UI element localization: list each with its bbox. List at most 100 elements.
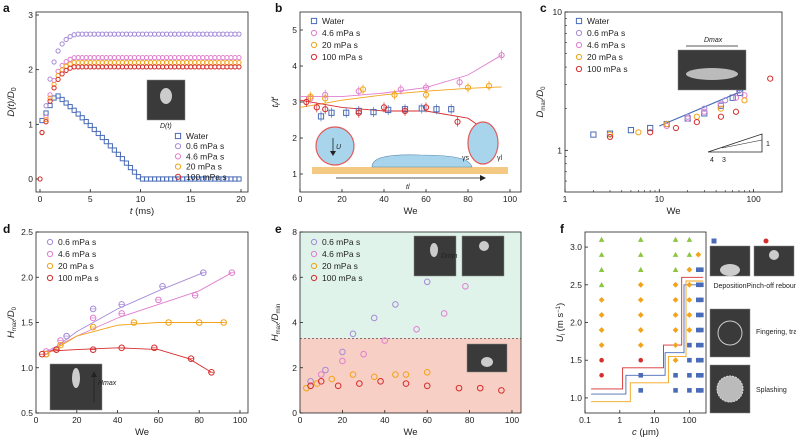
- panel-e: e 0 20 40 60 80 100 0 2 4 6 8 We Hmax/Dmin 0.6 mPa s 4.…: [270, 222, 522, 438]
- data-point: [43, 117, 49, 123]
- y-tick-label: 4: [292, 61, 297, 71]
- data-point: [397, 86, 404, 93]
- data-point: [107, 143, 113, 149]
- inset-label: D(t): [160, 123, 172, 130]
- y-tick-label: 0: [292, 408, 297, 418]
- legend-item: 20 mPa s: [587, 52, 623, 62]
- data-point: [732, 94, 740, 101]
- legend-item-marker: [310, 41, 318, 49]
- y-axis-label: tl/t′: [270, 96, 282, 107]
- x-tick-label: 40: [380, 415, 390, 425]
- y-tick-label: 1.5: [570, 355, 582, 365]
- data-point: [236, 176, 242, 182]
- data-point: [59, 62, 65, 69]
- data-point: [328, 375, 336, 383]
- data-point: [55, 48, 61, 54]
- panel-b: b 0 20 40 60 80 100 1 2 3 4 5 We tl/t′ Water 4.6 mPa s 2…: [270, 1, 522, 217]
- data-point: [391, 91, 398, 98]
- panel-label-d: d: [3, 222, 10, 236]
- fit-line: [299, 86, 502, 108]
- data-point: [71, 107, 77, 113]
- y-tick-label: 2.5: [21, 227, 33, 237]
- slope-triangle: [707, 133, 763, 153]
- x-tick-label: 100: [747, 194, 761, 204]
- plot-frame: [584, 231, 707, 414]
- data-point: [672, 327, 679, 333]
- y-tick-label: 1: [292, 169, 297, 179]
- series-0.6-mPa-s: [307, 278, 431, 385]
- data-point: [418, 105, 425, 112]
- panel-label-b: b: [275, 1, 282, 15]
- data-point: [356, 380, 363, 387]
- data-point: [402, 380, 410, 387]
- data-point: [360, 350, 367, 358]
- legend-item-marker: [174, 173, 182, 180]
- data-point: [699, 327, 704, 333]
- data-point: [433, 106, 440, 113]
- legend-label: Splashing: [756, 387, 787, 394]
- y-tick-label: 1.0: [570, 393, 582, 403]
- data-point: [423, 278, 431, 286]
- gamma-s-label: γs: [462, 155, 470, 162]
- data-point: [598, 342, 605, 349]
- data-point: [349, 371, 357, 378]
- x-tick-label: 40: [379, 194, 389, 204]
- data-point: [95, 130, 101, 137]
- spreading-lamella: [371, 154, 473, 168]
- data-point: [695, 282, 701, 288]
- data-point: [51, 85, 57, 91]
- data-point: [637, 327, 644, 333]
- data-point: [699, 312, 704, 318]
- legend-item-marker: [310, 250, 318, 258]
- data-point: [590, 131, 597, 138]
- drop-shape: [160, 88, 172, 104]
- series-100-mPa-s: [39, 64, 242, 136]
- panel-f: f 0.1 1 10 100 1.0 1.5 2.0 2.5 3.0 c (μm) Ul (m s−1…: [555, 222, 796, 438]
- regime-boundary: [591, 276, 704, 390]
- data-point: [422, 91, 430, 98]
- y-tick-label: 6: [292, 272, 297, 282]
- data-point: [236, 64, 242, 70]
- data-point: [672, 296, 679, 303]
- y-tick-label: 2: [292, 133, 297, 143]
- data-point: [83, 119, 89, 125]
- data-point: [39, 129, 45, 136]
- regime-fingering-transition: [598, 251, 702, 364]
- pinch-shape: [430, 243, 438, 257]
- panel-label-e: e: [275, 222, 282, 236]
- data-point: [686, 251, 693, 257]
- data-point: [370, 314, 378, 322]
- velocity-label: U: [336, 144, 342, 151]
- data-point: [370, 373, 378, 381]
- series-4.6-mPa-s: [307, 283, 469, 390]
- x-tick-label: 20: [338, 415, 348, 425]
- data-point: [401, 107, 409, 115]
- data-point: [686, 281, 693, 288]
- legend-item-marker: [575, 65, 583, 73]
- data-point: [51, 59, 57, 65]
- data-point: [355, 109, 362, 116]
- data-point: [236, 55, 242, 61]
- rebound-drop: [479, 241, 489, 251]
- gamma-l-label: γl: [497, 155, 503, 162]
- series-water: [590, 89, 744, 138]
- regime-pinch-off-rebound: [599, 357, 644, 378]
- legend-item-marker: [46, 250, 54, 258]
- data-point: [699, 388, 704, 393]
- data-point: [638, 357, 644, 363]
- x-tick-label: 0: [298, 194, 303, 204]
- deposition-shape: [720, 264, 740, 276]
- legend-item: 20 mPa s: [322, 40, 358, 50]
- data-point: [606, 133, 614, 141]
- legend-item-marker: [310, 238, 318, 246]
- data-point: [638, 372, 644, 378]
- deposit-drop: [481, 357, 493, 367]
- legend-item: 20 mPa s: [322, 261, 358, 271]
- inset-label: Hmax: [98, 380, 117, 387]
- data-point: [91, 126, 97, 133]
- x-tick-label: 80: [465, 415, 475, 425]
- data-point: [339, 348, 346, 356]
- data-point: [392, 301, 399, 308]
- inset-label: Dmin: [441, 253, 457, 260]
- data-point: [343, 109, 350, 116]
